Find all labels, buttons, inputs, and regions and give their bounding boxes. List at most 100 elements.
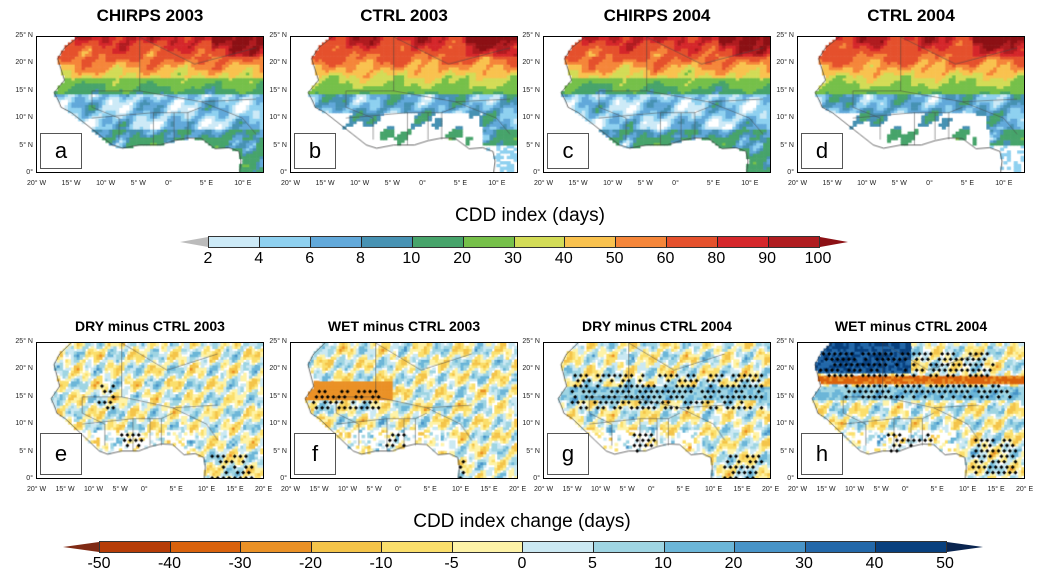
lat-tick-label: 15° N [269,392,287,400]
lon-tick-label: 5° E [169,486,183,493]
lat-tick-label: 15° N [15,86,33,94]
colorbar-swatch [170,542,242,552]
colorbar-tick-label: -30 [228,555,252,572]
colorbar-swatch [361,237,413,247]
lon-tick-label: 10° W [857,180,877,187]
lon-tick-label: 15° E [733,486,751,493]
lat-tick-label: 15° N [776,392,794,400]
colorbar-swatch [667,237,719,247]
lon-tick-label: 10° W [96,180,116,187]
map-raster [543,36,771,173]
lon-tick-label: 20° E [1016,486,1034,493]
lon-tick-label: 10° W [350,180,370,187]
colorbar-under-triangle [63,542,99,552]
lon-tick-label: 5° W [366,486,382,493]
lon-tick-label: 0° [141,486,148,493]
lon-tick-label: 15° E [226,486,244,493]
lat-tick-label: 20° N [522,59,540,67]
lon-tick-label: 20° W [281,486,301,493]
lat-tick-label: 25° N [522,32,540,39]
colorbar-segments [208,236,820,248]
lat-tick-label: 10° N [776,420,794,428]
panel-title: CHIRPS 2004 [603,6,711,25]
colorbar-tick-label: 5 [588,555,597,572]
colorbar-swatch [209,237,260,247]
lon-tick-label: 5° E [960,180,975,187]
colorbar-tick-label: 30 [795,555,813,572]
colorbar-tick-label: -5 [444,555,459,572]
lat-tick-label: 25° N [269,32,287,39]
colorbar-swatch [616,237,668,247]
colorbar-swatch [876,542,946,552]
panel-title: CHIRPS 2003 [96,6,204,25]
colorbar-over-triangle [947,542,983,552]
lon-tick-label: 0° [419,180,426,187]
colorbar-tick-label: 2 [203,250,213,267]
lon-tick-label: 10° E [995,180,1013,187]
lon-tick-label: 20° E [255,486,273,493]
map-panel-h: WET minus CTRL 2004 h 20° W 15° W 10° W 5° W 0… [776,318,1033,493]
panel-title: WET minus CTRL 2003 [327,318,481,334]
lon-tick-label: 5° W [619,486,635,493]
lon-tick-label: 5° W [891,180,907,187]
colorbar-tick-label: -20 [298,555,323,572]
lon-tick-label: 10° E [741,180,759,187]
lat-tick-label: 20° N [269,59,287,67]
colorbar-tick-label: 90 [758,250,777,267]
lon-tick-label: 20° W [534,180,554,187]
lat-tick-label: 5° N [19,447,33,455]
lat-tick-label: 15° N [15,392,33,400]
lon-tick-label: 15° E [987,486,1005,493]
lon-tick-label: 0° [395,486,402,493]
colorbar-swatch [241,542,312,552]
colorbar-tick-label: 30 [504,250,522,267]
map-panel-b: CTRL 2003 b 20° W 15° W 10° W 5° W 0° 5° E 10° E… [269,6,518,187]
lat-tick-label: 20° N [776,59,794,67]
colorbar-under-triangle [180,237,208,247]
lon-tick-label: 5° E [423,486,437,493]
lat-tick-label: 5° N [526,141,540,149]
lon-tick-label: 15° E [480,486,498,493]
colorbar-segments [99,541,947,553]
map-panel-g: DRY minus CTRL 2004 g 20° W 15° W 10° W 5° W 0… [522,318,779,493]
lon-tick-label: 10° W [338,486,358,493]
panel-label: h [801,433,843,475]
lon-tick-label: 15° W [822,180,842,187]
lon-tick-label: 5° E [706,180,721,187]
lat-tick-label: 5° N [273,141,287,149]
panel-title: CTRL 2004 [867,6,955,25]
colorbar-title-cdd-change: CDD index change (days) [413,511,631,532]
map-panel-c: CHIRPS 2004 c 20° W 15° W 10° W 5° W 0° 5° E 10°… [522,6,771,187]
lon-tick-label: 5° E [930,486,944,493]
panel-label: d [801,133,843,169]
lat-tick-label: 0° [533,169,540,176]
lon-tick-label: 0° [648,486,655,493]
map-panel-a: CHIRPS 2003 a 20° W 15° W 10° W 5° W 0° 5° E 10°… [15,6,264,187]
colorbar-tick-label: 80 [707,250,726,267]
lat-tick-label: 5° N [526,447,540,455]
map-panel-e: DRY minus CTRL 2003 e 20° W 15° W 10° W 5° W 0… [15,318,272,493]
colorbar-swatch [514,237,566,247]
panel-label: g [547,433,589,475]
lon-tick-label: 5° W [873,486,889,493]
colorbar-swatch [310,237,362,247]
lat-tick-label: 20° N [15,365,33,373]
colorbar-tick-label: 50 [605,250,624,267]
lat-tick-label: 15° N [269,86,287,94]
lon-tick-label: 20° E [509,486,527,493]
lon-tick-label: 10° W [84,486,104,493]
map-panel-f: WET minus CTRL 2003 f 20° W 15° W 10° W 5° W 0… [269,318,526,493]
colorbar-tick-label: 60 [656,250,675,267]
colorbar-tick-label: 8 [356,250,365,267]
lon-tick-label: 5° E [199,180,214,187]
colorbar-over-triangle [820,237,848,247]
lon-tick-label: 0° [902,486,909,493]
colorbar-tick-label: 40 [554,250,573,267]
panel-title: CTRL 2003 [360,6,448,25]
lat-tick-label: 0° [280,169,287,176]
lon-tick-label: 15° W [816,486,836,493]
lon-tick-label: 5° W [637,180,653,187]
colorbar-swatch [100,542,171,552]
colorbar-swatch [259,237,311,247]
lat-tick-label: 10° N [522,114,540,122]
